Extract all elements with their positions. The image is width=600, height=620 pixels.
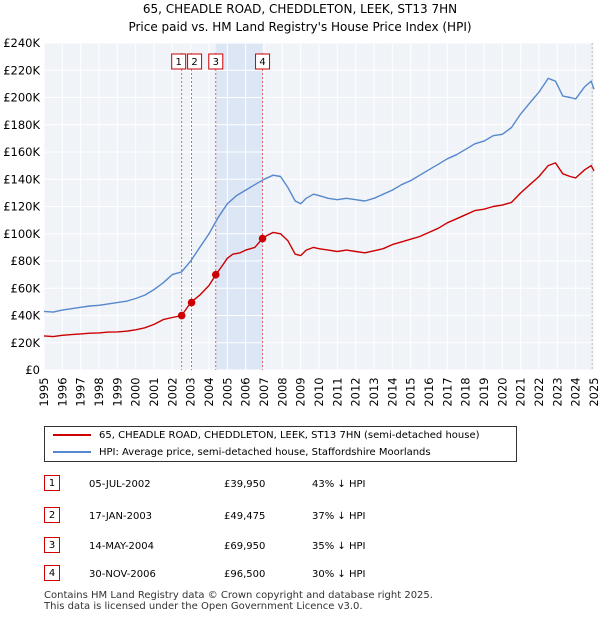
- x-tick-label: 2012: [349, 377, 363, 406]
- transaction-point: [258, 234, 267, 243]
- x-tick-label: 2019: [477, 377, 491, 406]
- legend-label-hpi: HPI: Average price, semi-detached house,…: [99, 447, 431, 458]
- chart-title: 65, CHEADLE ROAD, CHEDDLETON, LEEK, ST13…: [143, 2, 457, 16]
- y-tick-label: £120K: [3, 200, 40, 214]
- transaction-point: [177, 311, 186, 320]
- x-tick-label: 1999: [110, 377, 124, 406]
- x-tick-label: 2016: [422, 377, 436, 406]
- footer-line-licence: This data is licensed under the Open Gov…: [44, 601, 363, 612]
- transaction-number: 1: [44, 475, 60, 491]
- x-tick-label: 2023: [550, 377, 564, 406]
- transaction-price: £69,950: [224, 541, 266, 552]
- legend-label-property: 65, CHEADLE ROAD, CHEDDLETON, LEEK, ST13…: [99, 430, 480, 441]
- footer-attribution: Contains HM Land Registry data © Crown c…: [44, 590, 433, 612]
- x-tick-label: 2004: [202, 377, 216, 406]
- x-tick-label: 1997: [74, 377, 88, 406]
- transaction-label-box: [171, 53, 187, 70]
- transaction-hpi: 30% ↓ HPI: [312, 569, 366, 580]
- transaction-label: 3: [213, 57, 219, 68]
- x-tick-label: 2003: [184, 377, 198, 406]
- transaction-point: [187, 298, 196, 307]
- x-tick-label: 2021: [514, 377, 528, 406]
- x-tick-label: 1996: [55, 377, 69, 406]
- y-tick-label: £220K: [3, 63, 40, 77]
- y-tick-label: £140K: [3, 172, 40, 186]
- transaction-price: £39,950: [224, 479, 266, 490]
- transaction-date: 05-JUL-2002: [89, 479, 151, 490]
- x-tick-label: 2013: [367, 377, 381, 406]
- x-tick-label: 2020: [495, 377, 509, 406]
- y-tick-label: £200K: [3, 91, 40, 105]
- transaction-price: £96,500: [224, 569, 266, 580]
- x-tick-label: 1998: [92, 377, 106, 406]
- y-tick-label: £60K: [11, 281, 41, 295]
- x-tick-label: 2002: [165, 377, 179, 406]
- transaction-date: 30-NOV-2006: [89, 569, 156, 580]
- x-tick-label: 2022: [532, 377, 546, 406]
- legend-swatch-red: [53, 434, 91, 436]
- x-tick-label: 2024: [569, 377, 583, 406]
- transaction-point: [211, 270, 220, 279]
- transaction-date: 14-MAY-2004: [89, 541, 155, 552]
- x-tick-label: 2014: [385, 377, 399, 406]
- x-tick-label: 2011: [330, 377, 344, 406]
- y-tick-label: £80K: [11, 254, 41, 268]
- series-line-property: [43, 162, 595, 338]
- transaction-label: 1: [175, 57, 181, 68]
- transaction-label: 4: [259, 57, 265, 68]
- series-line-hpi: [43, 77, 595, 313]
- y-tick-label: £0: [25, 363, 40, 377]
- x-tick-label: 2006: [239, 377, 253, 406]
- transaction-label-box: [187, 53, 203, 70]
- transaction-label-box: [255, 53, 271, 70]
- transaction-label-box: [208, 53, 224, 70]
- y-tick-label: £180K: [3, 118, 40, 132]
- x-tick-label: 2009: [294, 377, 308, 406]
- transaction-number: 3: [44, 537, 60, 553]
- x-tick-label: 2008: [275, 377, 289, 406]
- y-tick-label: £240K: [3, 36, 40, 50]
- y-tick-label: £20K: [11, 336, 41, 350]
- x-tick-label: 2005: [220, 377, 234, 406]
- transaction-date: 17-JAN-2003: [89, 511, 153, 522]
- x-tick-label: 2007: [257, 377, 271, 406]
- legend-item-property: 65, CHEADLE ROAD, CHEDDLETON, LEEK, ST13…: [53, 428, 480, 444]
- transaction-number: 2: [44, 507, 60, 523]
- x-tick-label: 1995: [37, 377, 51, 406]
- x-tick-label: 2015: [404, 377, 418, 406]
- x-tick-label: 2017: [440, 377, 454, 406]
- y-tick-label: £40K: [11, 309, 41, 323]
- x-tick-label: 2025: [587, 377, 600, 406]
- transaction-hpi: 43% ↓ HPI: [312, 479, 366, 490]
- legend-item-hpi: HPI: Average price, semi-detached house,…: [53, 445, 431, 461]
- transaction-label: 2: [191, 57, 197, 68]
- transaction-price: £49,475: [224, 511, 266, 522]
- chart-subtitle: Price paid vs. HM Land Registry's House …: [128, 20, 471, 34]
- footer-line-copyright: Contains HM Land Registry data © Crown c…: [44, 590, 433, 601]
- x-tick-label: 2018: [459, 377, 473, 406]
- x-tick-label: 2010: [312, 377, 326, 406]
- price-chart: 65, CHEADLE ROAD, CHEDDLETON, LEEK, ST13…: [3, 2, 600, 407]
- x-tick-label: 2001: [147, 377, 161, 406]
- transaction-number: 4: [44, 565, 60, 581]
- y-tick-label: £100K: [3, 227, 40, 241]
- x-tick-label: 2000: [129, 377, 143, 406]
- legend-swatch-blue: [53, 451, 91, 453]
- transaction-hpi: 35% ↓ HPI: [312, 541, 366, 552]
- transaction-hpi: 37% ↓ HPI: [312, 511, 366, 522]
- y-tick-label: £160K: [3, 145, 40, 159]
- legend: 65, CHEADLE ROAD, CHEDDLETON, LEEK, ST13…: [44, 426, 517, 462]
